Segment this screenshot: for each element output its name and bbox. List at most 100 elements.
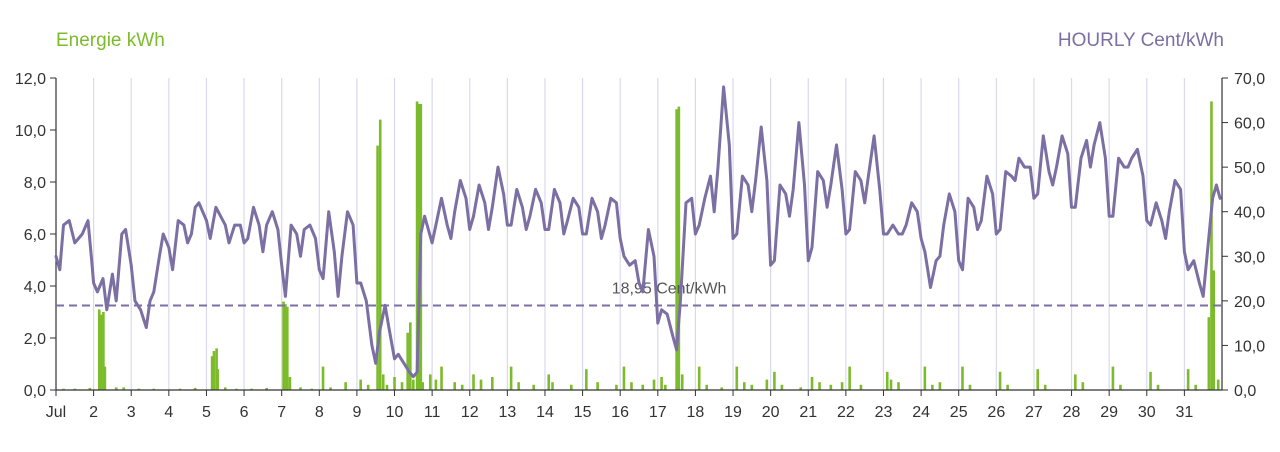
energy-bar xyxy=(344,382,347,390)
energy-bar xyxy=(210,356,214,390)
x-tick-label: 31 xyxy=(1175,404,1193,421)
energy-bar xyxy=(1207,317,1211,390)
energy-bar xyxy=(152,388,156,390)
energy-bar xyxy=(622,366,626,390)
energy-bar xyxy=(517,382,520,390)
energy-bar xyxy=(440,366,443,390)
x-tick-label: Jul xyxy=(46,404,66,421)
energy-bar xyxy=(223,387,227,390)
energy-bar xyxy=(491,377,494,390)
right-axis-title: HOURLY Cent/kWh xyxy=(1058,30,1224,51)
energy-bar xyxy=(961,366,964,390)
x-tick-label: 21 xyxy=(799,404,817,421)
energy-bar xyxy=(310,388,314,390)
energy-bar xyxy=(1081,382,1085,390)
energy-bar xyxy=(840,382,844,390)
energy-bar xyxy=(359,379,362,390)
right-tick-label: 20,0 xyxy=(1234,294,1265,311)
x-tick-label: 13 xyxy=(498,404,516,421)
energy-bar xyxy=(697,366,701,390)
energy-bar xyxy=(288,377,292,390)
energy-bar xyxy=(532,384,535,390)
energy-bar xyxy=(428,374,432,390)
x-tick-label: 8 xyxy=(315,404,324,421)
right-tick-label: 60,0 xyxy=(1234,116,1265,133)
right-tick-label: 40,0 xyxy=(1234,205,1265,222)
energy-bar xyxy=(193,387,197,390)
energy-bar xyxy=(73,388,77,390)
energy-bar xyxy=(889,379,893,390)
energy-bar xyxy=(750,384,754,390)
energy-bar xyxy=(1006,384,1009,390)
energy-bar xyxy=(938,382,942,390)
x-tick-label: 3 xyxy=(127,404,136,421)
x-tick-label: 5 xyxy=(202,404,211,421)
energy-bar xyxy=(773,371,776,390)
left-tick-label: 2,0 xyxy=(24,331,46,348)
energy-bar xyxy=(385,384,389,390)
energy-bar xyxy=(1074,374,1077,390)
x-tick-label: 20 xyxy=(762,404,780,421)
energy-bar xyxy=(1043,384,1047,390)
energy-bar xyxy=(366,384,370,390)
energy-bar xyxy=(472,374,475,390)
x-tick-label: 18 xyxy=(687,404,705,421)
energy-bar xyxy=(114,387,118,390)
energy-bar xyxy=(381,374,385,390)
left-tick-label: 10,0 xyxy=(15,123,46,140)
energy-bar xyxy=(393,377,396,390)
energy-bar xyxy=(596,382,599,390)
energy-bar xyxy=(1212,270,1216,390)
x-tick-label: 15 xyxy=(574,404,592,421)
x-tick-label: 25 xyxy=(950,404,968,421)
energy-bar xyxy=(412,379,415,390)
energy-bar xyxy=(103,366,107,390)
energy-bar xyxy=(652,379,656,390)
energy-bar xyxy=(780,384,784,390)
x-tick-label: 10 xyxy=(386,404,404,421)
energy-bar xyxy=(1194,384,1197,390)
energy-bar xyxy=(400,382,404,390)
energy-bar xyxy=(299,387,302,390)
energy-bar xyxy=(810,377,814,390)
energy-bar xyxy=(885,371,889,390)
x-tick-label: 9 xyxy=(352,404,361,421)
energy-bar xyxy=(99,314,103,390)
x-tick-label: 4 xyxy=(164,404,173,421)
energy-bar xyxy=(675,109,678,390)
energy-bar xyxy=(1036,369,1039,390)
energy-bar xyxy=(460,384,464,390)
right-tick-label: 70,0 xyxy=(1234,71,1265,88)
energy-bar xyxy=(282,301,285,390)
energy-bar xyxy=(660,377,663,390)
energy-bar xyxy=(720,387,724,390)
x-tick-label: 14 xyxy=(536,404,554,421)
energy-bar xyxy=(453,382,456,390)
energy-bar xyxy=(735,366,739,390)
x-tick-label: 29 xyxy=(1100,404,1118,421)
energy-bar xyxy=(829,384,833,390)
energy-bar xyxy=(421,382,425,390)
energy-bar xyxy=(1149,371,1152,390)
energy-bar xyxy=(122,387,126,390)
energy-bar xyxy=(321,366,325,390)
x-tick-label: 12 xyxy=(461,404,479,421)
x-tick-label: 19 xyxy=(724,404,742,421)
x-tick-label: 7 xyxy=(277,404,286,421)
energy-bar xyxy=(743,382,746,390)
x-tick-label: 22 xyxy=(837,404,855,421)
x-tick-label: 24 xyxy=(912,404,930,421)
right-tick-label: 10,0 xyxy=(1234,338,1265,355)
energy-bar xyxy=(848,366,851,390)
energy-bar xyxy=(434,379,438,390)
energy-bar xyxy=(923,366,927,390)
energy-bar xyxy=(406,332,409,390)
x-tick-label: 6 xyxy=(240,404,249,421)
energy-bar xyxy=(97,309,101,390)
energy-bar xyxy=(765,379,769,390)
energy-bar xyxy=(547,374,551,390)
left-tick-label: 6,0 xyxy=(24,227,46,244)
x-tick-label: 17 xyxy=(649,404,667,421)
x-tick-label: 23 xyxy=(875,404,893,421)
